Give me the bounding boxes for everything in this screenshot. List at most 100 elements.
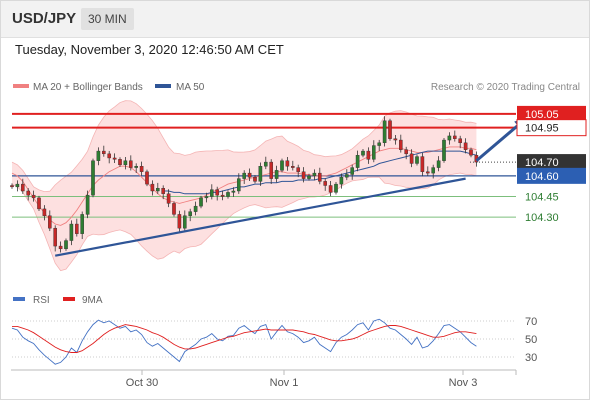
candle-body (463, 142, 468, 150)
candle-body (382, 120, 387, 144)
candle-body (80, 214, 84, 234)
candle (172, 201, 176, 217)
candle-body (253, 177, 257, 182)
candle (74, 218, 79, 237)
candle (247, 168, 252, 181)
candle-body (69, 223, 74, 241)
candle (231, 187, 236, 197)
candle (150, 180, 155, 196)
candle-body (199, 197, 203, 207)
candle (372, 140, 376, 163)
candle (442, 137, 446, 163)
candle (96, 147, 101, 166)
candle-body (123, 160, 128, 166)
candle (447, 132, 452, 145)
rsi-legend-swatch (13, 297, 25, 301)
candle-body (339, 177, 344, 185)
candle (10, 183, 14, 189)
candle (253, 175, 257, 184)
candle-body (42, 208, 47, 216)
candle-body (301, 171, 306, 179)
candle (118, 157, 122, 167)
x-tick-label: Nov 1 (270, 377, 299, 389)
candle (209, 184, 214, 200)
candle-body (447, 135, 452, 141)
candle-body (91, 160, 95, 196)
candle (274, 165, 279, 183)
candle (345, 169, 349, 181)
rsi-legend-label: RSI (33, 295, 50, 306)
candle-body (150, 183, 155, 192)
candle (323, 178, 328, 191)
bollinger-bands (11, 100, 477, 272)
candle-body (258, 166, 263, 182)
candle (15, 180, 20, 192)
candle (328, 180, 333, 197)
candle-body (345, 174, 349, 178)
candle (199, 195, 203, 209)
candle (291, 160, 295, 171)
candle-body (307, 175, 311, 179)
candle-body (166, 193, 171, 204)
candle-body (10, 185, 14, 188)
candle (404, 146, 409, 160)
candle (366, 147, 371, 164)
candle (285, 156, 290, 171)
candle-body (404, 149, 409, 155)
candle-body (74, 223, 79, 234)
candle (101, 145, 106, 157)
candle (161, 185, 166, 200)
candle-body (361, 150, 365, 156)
candle (42, 205, 47, 221)
candle (393, 134, 398, 145)
candle-body (182, 215, 187, 229)
candle (177, 210, 182, 233)
candle-body (366, 150, 371, 160)
x-tick-label: Oct 30 (126, 377, 158, 389)
x-tick-label: Nov 3 (449, 377, 478, 389)
resistance-label: 105.05 (525, 109, 559, 121)
candle-body (53, 227, 57, 247)
candle (469, 147, 473, 158)
candle-body (96, 150, 101, 161)
candle (264, 156, 268, 170)
candle-body (188, 211, 193, 216)
candle (134, 163, 139, 173)
candle (80, 211, 84, 240)
candle-body (193, 205, 198, 212)
candle (388, 118, 392, 141)
candle-body (31, 194, 36, 199)
candle (48, 210, 52, 232)
rsi-tick-label: 30 (525, 352, 537, 364)
candle-body (145, 171, 149, 185)
candle (69, 220, 74, 246)
current-price-label: 104.70 (525, 157, 559, 169)
candle-body (458, 138, 463, 144)
candle (382, 116, 387, 147)
candle (280, 158, 284, 173)
candle (188, 208, 193, 222)
timeframe-button[interactable]: 30 MIN (81, 8, 134, 30)
candle-body (134, 166, 139, 168)
bollinger-lower (11, 172, 477, 272)
candle (463, 138, 468, 154)
support-label: 104.45 (525, 192, 559, 204)
copyright-notice: Research © 2020 Trading Central (431, 82, 580, 93)
candle-body (388, 120, 392, 139)
candle (307, 173, 311, 181)
ma50-legend-swatch (155, 84, 171, 88)
candle (91, 158, 95, 198)
candle (361, 149, 365, 158)
candle (145, 169, 149, 187)
candle-body (161, 188, 166, 194)
candle-body (58, 245, 63, 250)
candle-body (21, 183, 25, 192)
candle (193, 201, 198, 216)
candle (409, 149, 414, 168)
candle-body (118, 159, 122, 166)
candle (204, 192, 209, 203)
rsi-line (11, 318, 477, 365)
candle-body (285, 160, 290, 167)
resistance-label-box (517, 105, 586, 122)
